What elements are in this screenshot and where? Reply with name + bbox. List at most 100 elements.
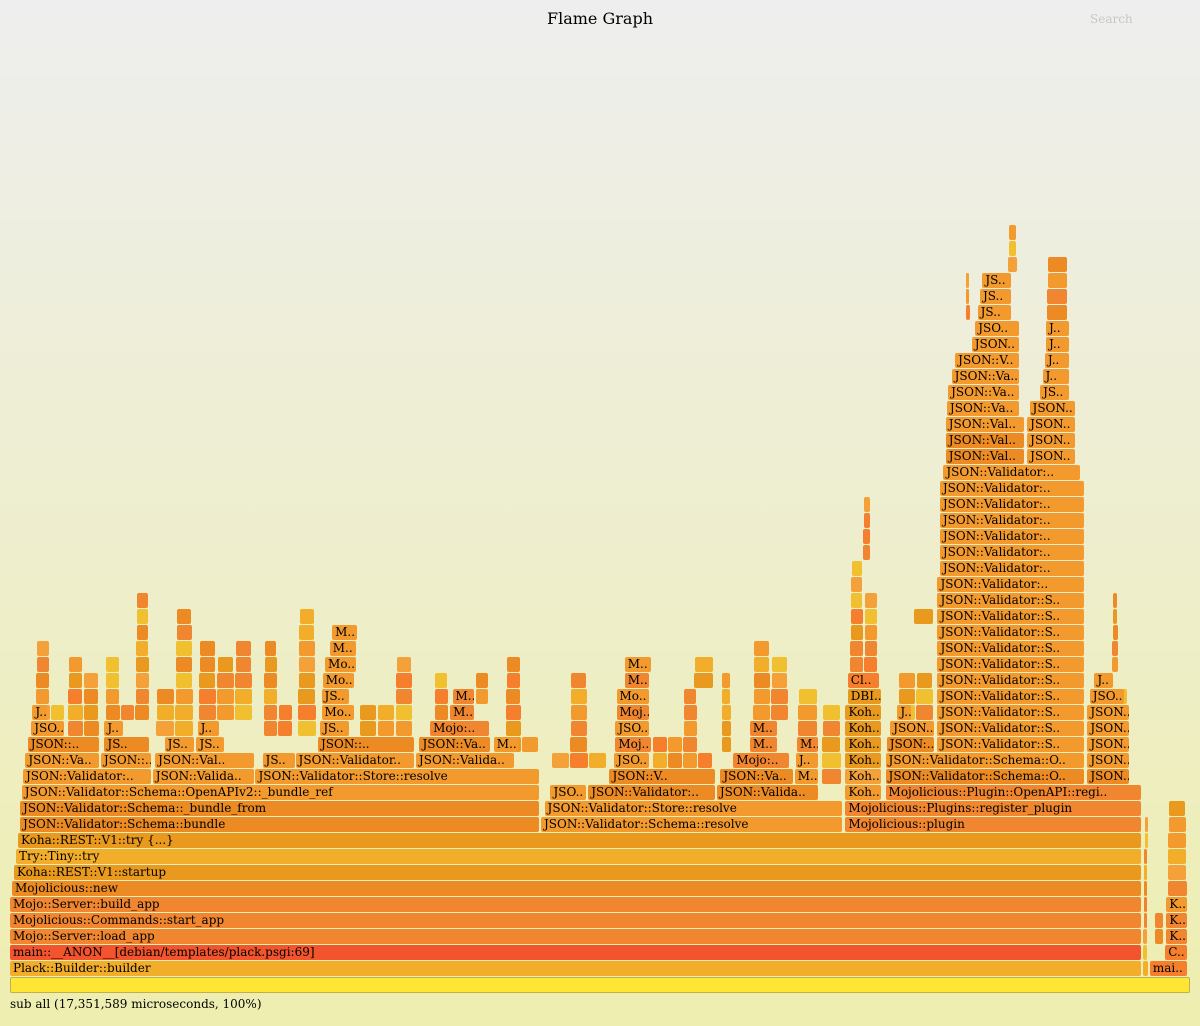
flame-frame[interactable] bbox=[217, 689, 234, 704]
flame-frame[interactable]: JSON::Validator::S.. bbox=[937, 641, 1084, 656]
flame-frame[interactable]: JSON::Validator::Schema::O.. bbox=[885, 753, 1084, 768]
flame-frame[interactable] bbox=[851, 593, 863, 608]
flame-frame[interactable] bbox=[199, 657, 216, 672]
flame-frame[interactable] bbox=[83, 721, 99, 736]
flame-frame[interactable]: JSON::Validator:.. bbox=[939, 545, 1084, 560]
flame-frame[interactable] bbox=[1168, 801, 1186, 816]
flame-frame[interactable]: JSON::V.. bbox=[955, 353, 1020, 368]
flame-frame[interactable] bbox=[299, 625, 315, 640]
flame-frame[interactable]: Mojo:.. bbox=[430, 721, 490, 736]
flame-frame[interactable]: C.. bbox=[1165, 945, 1187, 960]
flame-frame[interactable] bbox=[36, 689, 50, 704]
flame-frame[interactable]: JSON::Validator::Schema::resolve bbox=[541, 817, 843, 832]
flame-frame[interactable] bbox=[83, 705, 99, 720]
flame-frame[interactable] bbox=[175, 689, 193, 704]
flame-frame[interactable] bbox=[822, 753, 841, 768]
flame-frame[interactable] bbox=[898, 689, 915, 704]
flame-frame[interactable]: Mo.. bbox=[616, 689, 649, 704]
flame-frame[interactable] bbox=[753, 705, 771, 720]
flame-frame[interactable] bbox=[156, 689, 174, 704]
flame-frame[interactable] bbox=[684, 689, 697, 704]
flame-frame[interactable] bbox=[966, 289, 970, 304]
flame-frame[interactable]: JSON.. bbox=[1027, 433, 1075, 448]
flame-frame[interactable]: J.. bbox=[197, 721, 220, 736]
flame-frame[interactable] bbox=[863, 529, 871, 544]
flame-frame[interactable] bbox=[1143, 929, 1148, 944]
flame-frame[interactable] bbox=[299, 641, 315, 656]
flame-frame[interactable]: JSON::Valida.. bbox=[152, 769, 255, 784]
flame-frame[interactable]: JSON::.. bbox=[27, 737, 99, 752]
flame-frame[interactable] bbox=[1154, 913, 1163, 928]
flame-frame[interactable] bbox=[175, 721, 194, 736]
flame-frame[interactable] bbox=[522, 737, 538, 752]
search-button[interactable]: Search bbox=[1090, 12, 1133, 26]
flame-frame[interactable] bbox=[359, 705, 376, 720]
flame-frame[interactable] bbox=[1112, 609, 1118, 624]
flame-frame[interactable]: JSON::Validator::Schema::_bundle_from bbox=[20, 801, 539, 816]
flame-frame[interactable] bbox=[863, 497, 870, 512]
flame-frame[interactable]: JSON::Val.. bbox=[945, 433, 1024, 448]
flame-frame[interactable] bbox=[1167, 865, 1187, 880]
flame-frame[interactable] bbox=[264, 641, 277, 656]
flame-frame[interactable]: M.. bbox=[332, 625, 358, 640]
flame-frame[interactable] bbox=[156, 705, 174, 720]
flame-frame[interactable]: JSON.. bbox=[1087, 769, 1129, 784]
flame-frame[interactable]: K.. bbox=[1166, 897, 1187, 912]
flame-frame[interactable]: JS.. bbox=[320, 721, 349, 736]
flame-frame[interactable] bbox=[822, 705, 840, 720]
flame-frame[interactable]: M.. bbox=[624, 657, 651, 672]
flame-frame[interactable] bbox=[435, 673, 448, 688]
flame-frame[interactable]: J.. bbox=[795, 753, 819, 768]
flame-frame[interactable]: J.. bbox=[1094, 673, 1114, 688]
flame-frame[interactable]: J.. bbox=[1042, 369, 1069, 384]
flame-frame[interactable] bbox=[235, 673, 252, 688]
flame-frame[interactable]: JSON::Validator::Schema::bundle bbox=[20, 817, 539, 832]
flame-frame[interactable]: JS.. bbox=[321, 689, 349, 704]
flame-frame[interactable] bbox=[851, 577, 863, 592]
flame-frame[interactable] bbox=[864, 657, 878, 672]
flame-frame[interactable] bbox=[136, 609, 148, 624]
flame-frame[interactable] bbox=[913, 609, 933, 624]
flame-frame[interactable]: J.. bbox=[1046, 337, 1069, 352]
flame-frame[interactable] bbox=[1142, 961, 1148, 976]
flame-frame[interactable] bbox=[863, 545, 871, 560]
flame-frame[interactable]: JSON::Validator::S.. bbox=[937, 625, 1084, 640]
flame-frame[interactable] bbox=[235, 657, 252, 672]
flame-frame[interactable] bbox=[850, 657, 864, 672]
flame-frame[interactable]: M.. bbox=[493, 737, 518, 752]
flame-frame[interactable]: JSON::Val.. bbox=[945, 449, 1024, 464]
flame-frame[interactable] bbox=[68, 673, 83, 688]
flame-frame[interactable] bbox=[570, 753, 588, 768]
flame-frame[interactable] bbox=[722, 705, 731, 720]
flame-frame[interactable] bbox=[1047, 305, 1068, 320]
flame-frame[interactable] bbox=[863, 513, 870, 528]
flame-frame[interactable] bbox=[377, 705, 394, 720]
flame-frame[interactable] bbox=[505, 721, 521, 736]
flame-frame[interactable] bbox=[377, 721, 395, 736]
flame-frame[interactable] bbox=[278, 721, 293, 736]
flame-frame[interactable]: K.. bbox=[1166, 929, 1187, 944]
flame-frame[interactable] bbox=[135, 705, 150, 720]
flame-frame[interactable] bbox=[506, 689, 521, 704]
flame-frame[interactable]: Mo.. bbox=[321, 705, 354, 720]
flame-frame[interactable]: M.. bbox=[624, 673, 649, 688]
flame-frame[interactable]: JSON::Validator::S.. bbox=[937, 705, 1084, 720]
flame-frame[interactable] bbox=[753, 673, 770, 688]
flame-frame[interactable] bbox=[653, 753, 668, 768]
flame-frame[interactable]: Mojo:.. bbox=[733, 753, 789, 768]
flame-frame[interactable] bbox=[916, 705, 933, 720]
flame-frame[interactable] bbox=[476, 689, 489, 704]
flame-frame[interactable] bbox=[570, 721, 588, 736]
flame-frame[interactable] bbox=[217, 673, 234, 688]
flame-frame[interactable]: J.. bbox=[1044, 353, 1069, 368]
flame-frame[interactable] bbox=[50, 705, 65, 720]
flame-frame[interactable] bbox=[865, 609, 877, 624]
flame-frame[interactable] bbox=[1144, 865, 1148, 880]
flame-frame[interactable]: JSON::Va.. bbox=[720, 769, 793, 784]
flame-frame[interactable]: Cl.. bbox=[847, 673, 879, 688]
flame-frame[interactable] bbox=[36, 641, 49, 656]
flame-frame[interactable] bbox=[1112, 625, 1118, 640]
flame-frame[interactable] bbox=[298, 705, 316, 720]
flame-frame[interactable]: JS.. bbox=[979, 289, 1011, 304]
flame-frame[interactable] bbox=[721, 737, 732, 752]
